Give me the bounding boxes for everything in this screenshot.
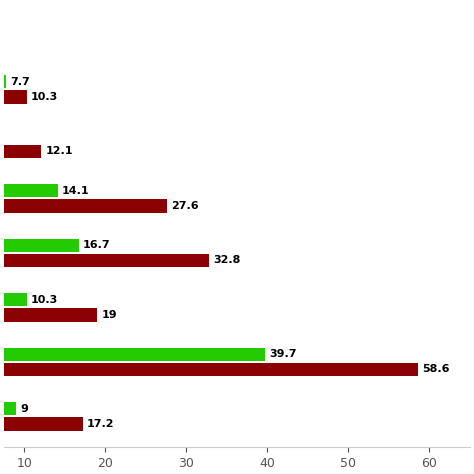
Text: 9: 9 — [20, 404, 28, 414]
Bar — [0, 91, 27, 104]
Text: 39.7: 39.7 — [269, 349, 297, 359]
Text: 10.3: 10.3 — [31, 295, 58, 305]
Bar — [0, 145, 41, 158]
Text: 16.7: 16.7 — [83, 240, 110, 250]
Bar — [0, 75, 6, 89]
Bar — [0, 184, 58, 198]
Bar — [0, 239, 79, 252]
Bar — [0, 293, 27, 306]
Bar — [0, 417, 83, 430]
Text: 14.1: 14.1 — [62, 186, 89, 196]
Text: 17.2: 17.2 — [87, 419, 114, 429]
Text: 27.6: 27.6 — [171, 201, 199, 211]
Bar — [0, 402, 16, 415]
Text: 32.8: 32.8 — [213, 255, 240, 265]
Text: 7.7: 7.7 — [10, 77, 29, 87]
Text: 10.3: 10.3 — [31, 92, 58, 102]
Text: 58.6: 58.6 — [422, 365, 449, 374]
Text: 12.1: 12.1 — [46, 146, 73, 156]
Text: 19: 19 — [101, 310, 117, 320]
Bar — [0, 308, 97, 321]
Bar — [0, 347, 265, 361]
Bar — [0, 200, 167, 213]
Bar — [0, 363, 418, 376]
Bar — [0, 254, 209, 267]
